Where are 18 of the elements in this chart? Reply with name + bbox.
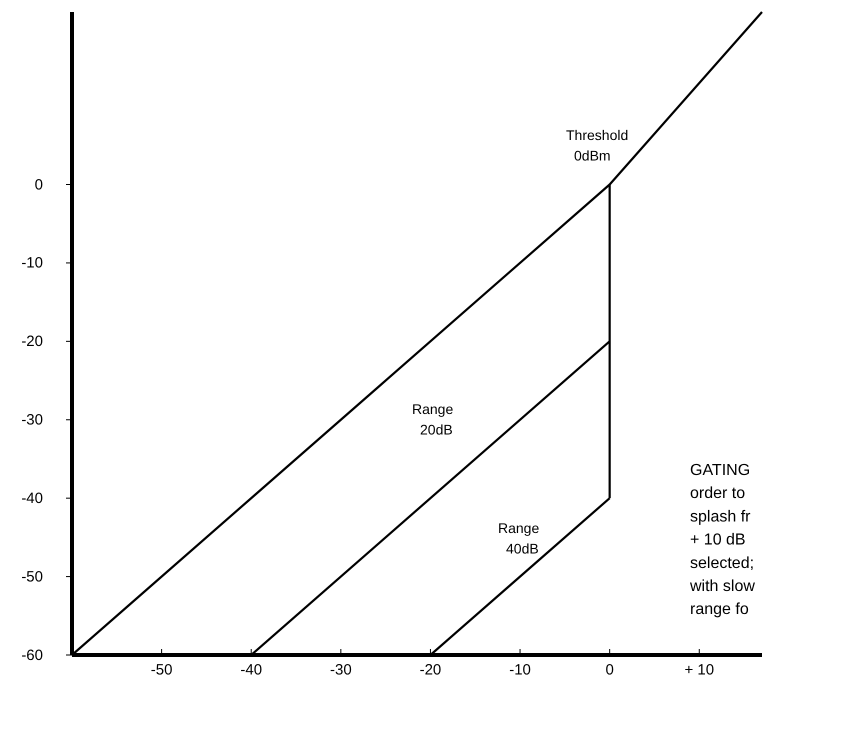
x-tick-label: -10 (509, 662, 531, 679)
y-tick-label: 0 (34, 176, 43, 194)
annotation: GATING order to splash fr + 10 dB selected; with slow range fo (689, 462, 756, 618)
x-tick-label: -40 (240, 662, 262, 679)
annotation: Threshold 0dBm (566, 127, 628, 164)
x-tick-label: -50 (150, 662, 172, 679)
y-tick-label: -40 (21, 490, 43, 507)
annotation: Range 40dB (498, 520, 540, 556)
y-tick-label: -10 (21, 254, 43, 272)
x-tick-label: 0 (605, 662, 614, 679)
y-tick-label: -30 (21, 412, 43, 429)
y-tick-label: -60 (21, 646, 43, 664)
x-tick-label: + 10 (684, 662, 714, 679)
x-tick-label: -30 (330, 662, 352, 679)
y-tick-label: -20 (21, 333, 43, 350)
y-tick-label: -50 (21, 568, 43, 586)
x-tick-label: -20 (420, 662, 442, 679)
annotation: Range 20dB (412, 401, 454, 438)
